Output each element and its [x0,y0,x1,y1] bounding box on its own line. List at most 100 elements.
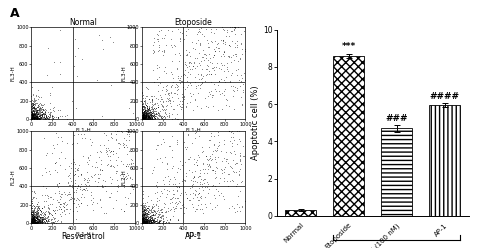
Point [120,172,127,176]
Point [142,109,149,113]
Point [141,105,149,109]
Point [105,195,113,199]
Point [148,106,156,110]
Point [144,219,152,223]
Point [142,115,149,119]
Point [138,113,146,117]
Point [29,105,36,109]
Point [192,32,200,36]
Point [103,149,111,153]
Point [40,102,48,106]
Point [139,220,147,224]
Point [143,115,150,119]
Point [53,182,60,186]
Point [29,219,36,223]
Point [31,211,39,215]
Point [138,116,145,120]
Point [104,146,112,150]
Point [111,151,119,155]
Point [140,99,148,103]
Point [28,101,36,105]
Point [161,33,168,37]
Point [142,219,150,223]
Point [30,112,37,116]
Point [31,116,38,120]
Point [149,219,156,223]
Point [149,113,157,117]
Point [36,206,43,210]
Point [143,217,150,221]
Point [29,217,37,221]
Point [59,192,66,196]
Point [139,220,146,224]
Point [148,116,156,120]
Point [138,217,146,221]
Point [236,84,244,88]
Point [148,110,156,114]
Point [182,196,190,200]
Point [228,39,235,43]
Point [216,191,224,195]
Point [158,49,166,53]
Point [182,104,190,108]
Point [139,117,146,121]
Point [138,206,145,210]
Point [125,162,133,166]
Point [144,115,152,119]
Point [28,115,36,119]
Point [173,196,180,200]
Point [33,221,40,225]
Point [184,70,192,74]
Point [154,208,161,212]
Point [37,220,45,224]
Point [141,210,148,214]
Point [49,221,57,225]
Point [142,217,149,221]
Point [98,38,106,42]
Point [204,45,212,49]
Point [37,219,45,223]
Point [65,183,73,187]
Point [138,115,146,119]
Point [32,219,39,223]
Point [61,203,69,207]
Point [31,214,38,218]
Point [139,219,146,223]
Point [145,109,153,113]
Point [149,114,157,118]
Point [140,114,148,118]
Point [72,179,79,183]
Point [156,114,163,118]
Point [163,103,171,107]
Point [209,31,217,35]
Point [210,143,218,147]
Point [141,96,149,100]
Point [140,220,147,224]
Point [138,217,146,221]
Point [219,197,227,201]
X-axis label: FL1-H: FL1-H [75,128,91,133]
Point [120,136,128,140]
Point [211,175,219,179]
Point [142,110,149,114]
Point [174,185,182,189]
Point [160,93,168,96]
Point [186,91,193,94]
Point [138,116,146,120]
Point [36,212,44,216]
Point [28,106,36,110]
Point [27,102,35,106]
Point [73,168,81,172]
Point [37,115,45,119]
Point [108,136,116,140]
Point [185,168,193,172]
Point [142,117,149,121]
Point [31,112,38,116]
Point [144,221,151,225]
Point [41,210,49,214]
Point [193,104,201,108]
Point [234,67,241,71]
Point [139,112,147,116]
Point [30,112,37,116]
Point [28,116,36,120]
